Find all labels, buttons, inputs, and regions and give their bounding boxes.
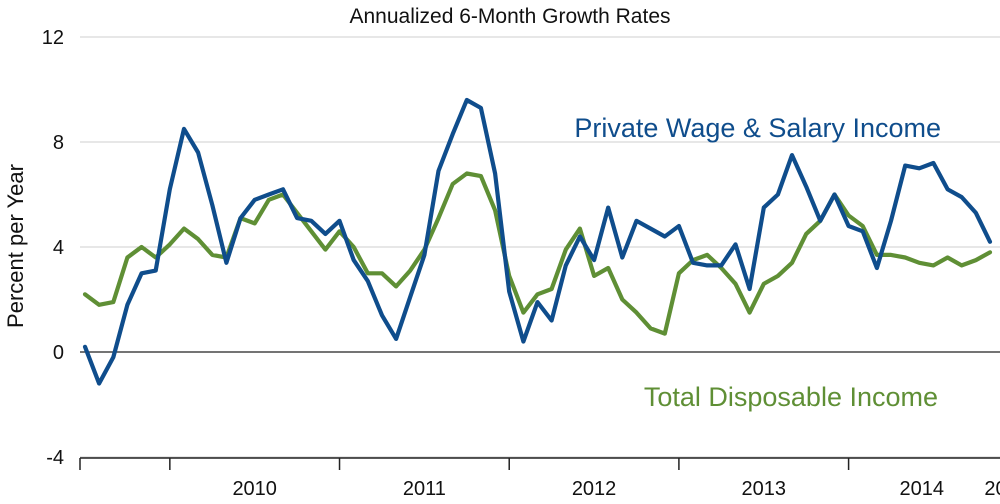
y-axis-label: Percent per Year (3, 164, 28, 328)
series-lines (82, 97, 993, 386)
x-tick-label: 2014 (900, 478, 945, 500)
x-tick-label: 2010 (232, 478, 277, 500)
series-label-disposable-income: Total Disposable Income (644, 382, 938, 412)
series-line-private-wage-salary-income (82, 97, 993, 386)
y-axis-tick-labels: 12 8 4 0 -4 (42, 27, 64, 469)
y-tick-label: -4 (46, 447, 64, 469)
series-line-total-disposable-income (82, 171, 993, 336)
x-tick-label: 2011 (403, 478, 446, 500)
y-tick-label: 8 (53, 132, 64, 154)
x-tick-label: 2012 (572, 478, 617, 500)
x-axis: 2010 2011 2012 2013 2014 2015 (79, 457, 1000, 500)
x-tick-label: 2015 (984, 478, 1000, 500)
series-label-wage-salary: Private Wage & Salary Income (574, 113, 941, 143)
y-tick-label: 0 (53, 342, 64, 364)
chart-title: Annualized 6-Month Growth Rates (350, 5, 671, 28)
x-tick-label: 2013 (742, 478, 787, 500)
y-tick-label: 4 (53, 237, 64, 259)
y-tick-label: 12 (42, 27, 64, 49)
